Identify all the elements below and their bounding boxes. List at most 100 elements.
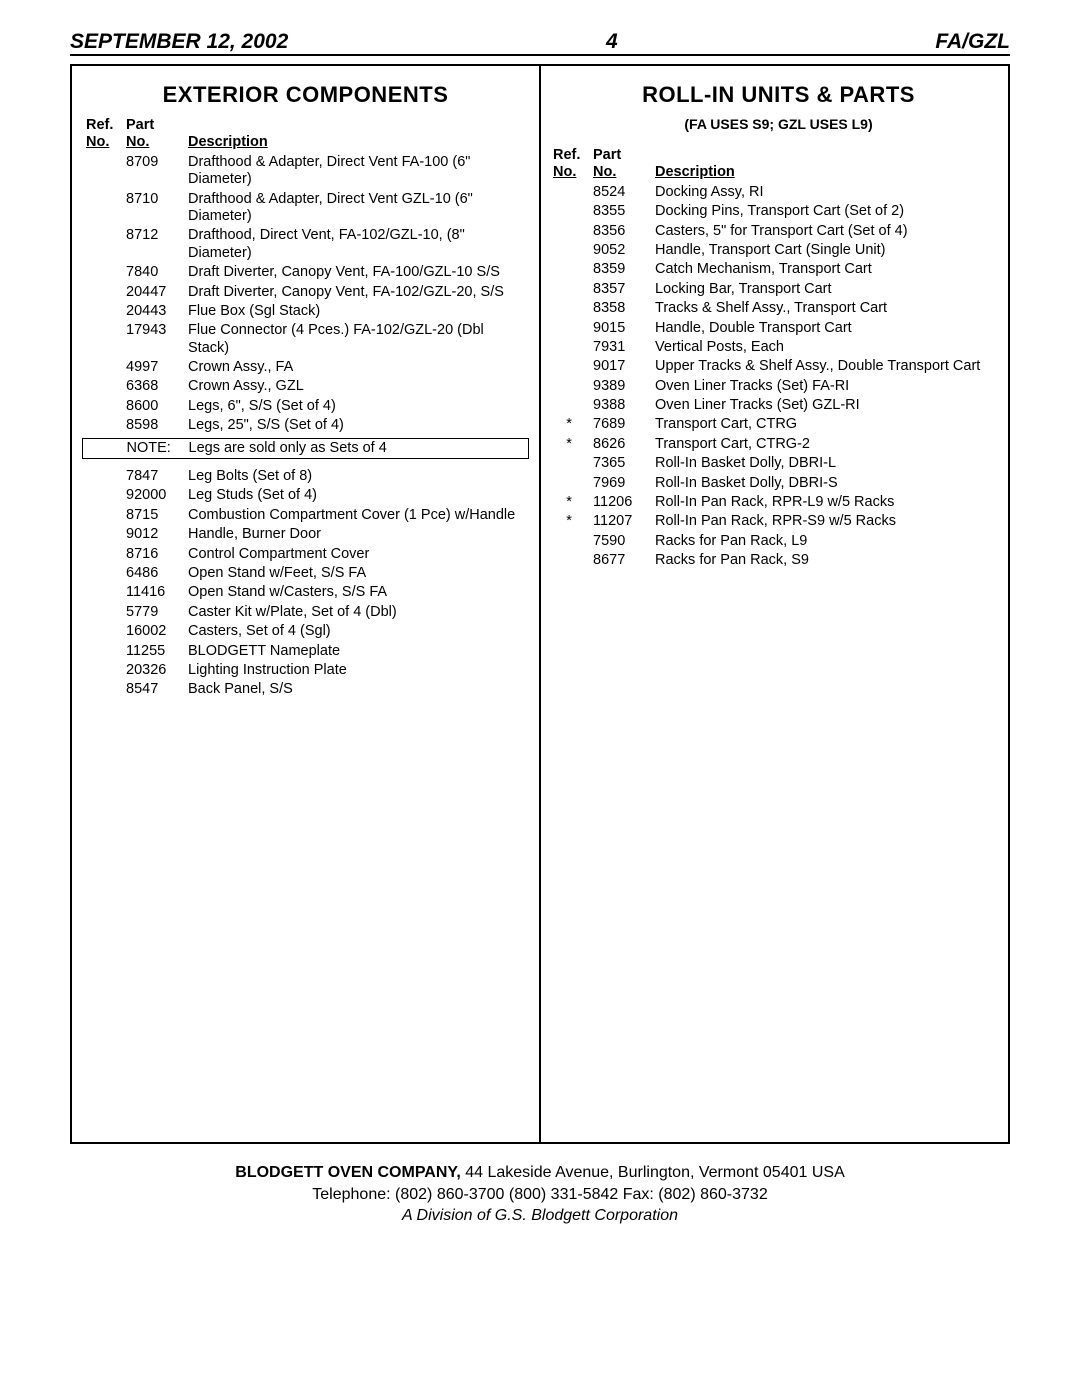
cell-ref bbox=[549, 260, 589, 279]
right-subtitle: (FA USES S9; GZL USES L9) bbox=[549, 116, 1008, 132]
cell-part: 17943 bbox=[122, 321, 184, 358]
cell-part: 4997 bbox=[122, 358, 184, 377]
table-row: 8716Control Compartment Cover bbox=[82, 545, 529, 564]
cell-part: 7590 bbox=[589, 532, 651, 551]
cell-desc: Casters, Set of 4 (Sgl) bbox=[184, 622, 529, 641]
cell-ref bbox=[82, 680, 122, 699]
table-row: *11207Roll-In Pan Rack, RPR-S9 w/5 Racks bbox=[549, 512, 1008, 531]
cell-ref: * bbox=[549, 435, 589, 454]
cell-desc: Drafthood & Adapter, Direct Vent FA-100 … bbox=[184, 153, 529, 190]
cell-ref bbox=[82, 283, 122, 302]
left-column: EXTERIOR COMPONENTS Ref. No. Part No. bbox=[72, 66, 539, 1142]
cell-desc: Oven Liner Tracks (Set) FA-RI bbox=[651, 377, 1008, 396]
content-frame: EXTERIOR COMPONENTS Ref. No. Part No. bbox=[70, 64, 1010, 1144]
cell-ref bbox=[549, 299, 589, 318]
table-row: 16002Casters, Set of 4 (Sgl) bbox=[82, 622, 529, 641]
cell-ref bbox=[82, 545, 122, 564]
header-date: SEPTEMBER 12, 2002 bbox=[70, 30, 288, 54]
cell-desc: Leg Studs (Set of 4) bbox=[184, 486, 529, 505]
table-row: 6486Open Stand w/Feet, S/S FA bbox=[82, 564, 529, 583]
cell-part: 8355 bbox=[589, 202, 651, 221]
cell-ref bbox=[82, 416, 122, 435]
cell-part: 8677 bbox=[589, 551, 651, 570]
cell-part: 8600 bbox=[122, 397, 184, 416]
cell-desc: Transport Cart, CTRG bbox=[651, 415, 1008, 434]
cell-ref bbox=[82, 358, 122, 377]
cell-part: 8547 bbox=[122, 680, 184, 699]
page: SEPTEMBER 12, 2002 4 FA/GZL EXTERIOR COM… bbox=[0, 0, 1080, 1257]
cell-ref bbox=[549, 183, 589, 202]
cell-part: 20443 bbox=[122, 302, 184, 321]
cell-part: 8598 bbox=[122, 416, 184, 435]
cell-part: 5779 bbox=[122, 603, 184, 622]
cell-desc: Drafthood, Direct Vent, FA-102/GZL-10, (… bbox=[184, 226, 529, 263]
cell-desc: Leg Bolts (Set of 8) bbox=[184, 467, 529, 486]
cell-ref bbox=[82, 377, 122, 396]
table-row: 7931Vertical Posts, Each bbox=[549, 338, 1008, 357]
table-row: 8547Back Panel, S/S bbox=[82, 680, 529, 699]
note-text: Legs are sold only as Sets of 4 bbox=[185, 438, 529, 458]
cell-part: 9388 bbox=[589, 396, 651, 415]
table-row: 8712Drafthood, Direct Vent, FA-102/GZL-1… bbox=[82, 226, 529, 263]
table-row: 9389Oven Liner Tracks (Set) FA-RI bbox=[549, 377, 1008, 396]
cell-desc: Drafthood & Adapter, Direct Vent GZL-10 … bbox=[184, 190, 529, 227]
table-row: 7590Racks for Pan Rack, L9 bbox=[549, 532, 1008, 551]
table-row: 7365Roll-In Basket Dolly, DBRI-L bbox=[549, 454, 1008, 473]
cell-ref bbox=[82, 486, 122, 505]
cell-ref bbox=[82, 153, 122, 190]
cell-ref bbox=[549, 319, 589, 338]
cell-part: 11416 bbox=[122, 583, 184, 602]
cell-ref bbox=[549, 241, 589, 260]
col-ref-header: Ref. No. bbox=[82, 116, 122, 153]
cell-part: 7840 bbox=[122, 263, 184, 282]
table-row: 8357Locking Bar, Transport Cart bbox=[549, 280, 1008, 299]
cell-ref bbox=[549, 202, 589, 221]
table-row: 11255BLODGETT Nameplate bbox=[82, 642, 529, 661]
cell-desc: Open Stand w/Feet, S/S FA bbox=[184, 564, 529, 583]
cell-desc: Crown Assy., GZL bbox=[184, 377, 529, 396]
cell-part: 8359 bbox=[589, 260, 651, 279]
table-row: 8356Casters, 5" for Transport Cart (Set … bbox=[549, 222, 1008, 241]
cell-ref bbox=[549, 357, 589, 376]
cell-part: 11207 bbox=[589, 512, 651, 531]
table-row: 7847Leg Bolts (Set of 8) bbox=[82, 467, 529, 486]
right-title: ROLL-IN UNITS & PARTS bbox=[549, 82, 1008, 108]
table-row: 20443Flue Box (Sgl Stack) bbox=[82, 302, 529, 321]
cell-part: 9052 bbox=[589, 241, 651, 260]
table-row: 17943Flue Connector (4 Pces.) FA-102/GZL… bbox=[82, 321, 529, 358]
note-label: NOTE: bbox=[123, 438, 185, 458]
table-row: 9017Upper Tracks & Shelf Assy., Double T… bbox=[549, 357, 1008, 376]
cell-part: 7847 bbox=[122, 467, 184, 486]
table-row: 8358Tracks & Shelf Assy., Transport Cart bbox=[549, 299, 1008, 318]
cell-ref bbox=[82, 661, 122, 680]
cell-desc: Caster Kit w/Plate, Set of 4 (Dbl) bbox=[184, 603, 529, 622]
table-row: *8626Transport Cart, CTRG-2 bbox=[549, 435, 1008, 454]
cell-desc: Handle, Burner Door bbox=[184, 525, 529, 544]
cell-desc: Transport Cart, CTRG-2 bbox=[651, 435, 1008, 454]
right-column: ROLL-IN UNITS & PARTS (FA USES S9; GZL U… bbox=[541, 66, 1008, 1142]
cell-part: 7689 bbox=[589, 415, 651, 434]
cell-ref bbox=[549, 551, 589, 570]
cell-desc: Roll-In Pan Rack, RPR-L9 w/5 Racks bbox=[651, 493, 1008, 512]
cell-ref bbox=[82, 622, 122, 641]
cell-ref: * bbox=[549, 512, 589, 531]
cell-desc: Legs, 25", S/S (Set of 4) bbox=[184, 416, 529, 435]
cell-desc: Flue Connector (4 Pces.) FA-102/GZL-20 (… bbox=[184, 321, 529, 358]
cell-ref bbox=[549, 222, 589, 241]
cell-ref bbox=[549, 454, 589, 473]
cell-part: 8709 bbox=[122, 153, 184, 190]
cell-desc: Combustion Compartment Cover (1 Pce) w/H… bbox=[184, 506, 529, 525]
left-parts-table-b: 7847Leg Bolts (Set of 8)92000Leg Studs (… bbox=[82, 467, 529, 700]
cell-part: 9389 bbox=[589, 377, 651, 396]
cell-desc: Racks for Pan Rack, S9 bbox=[651, 551, 1008, 570]
note-box: NOTE: Legs are sold only as Sets of 4 bbox=[82, 438, 529, 459]
cell-desc: Casters, 5" for Transport Cart (Set of 4… bbox=[651, 222, 1008, 241]
cell-part: 11206 bbox=[589, 493, 651, 512]
cell-desc: Docking Assy, RI bbox=[651, 183, 1008, 202]
cell-desc: Draft Diverter, Canopy Vent, FA-100/GZL-… bbox=[184, 263, 529, 282]
right-parts-table: Ref. No. Part No. Description 8524Dockin… bbox=[549, 146, 1008, 571]
cell-ref: * bbox=[549, 493, 589, 512]
cell-part: 20326 bbox=[122, 661, 184, 680]
table-row: 5779Caster Kit w/Plate, Set of 4 (Dbl) bbox=[82, 603, 529, 622]
table-row: 8598Legs, 25", S/S (Set of 4) bbox=[82, 416, 529, 435]
